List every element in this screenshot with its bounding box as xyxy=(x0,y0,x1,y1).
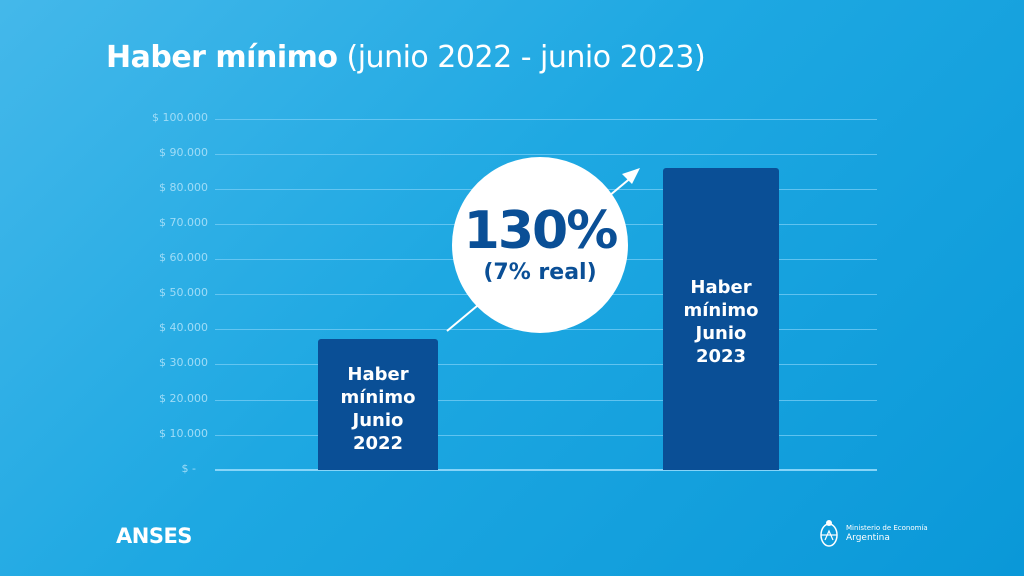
gridline xyxy=(215,154,877,155)
chart-title: Haber mínimo (junio 2022 - junio 2023) xyxy=(106,40,706,75)
y-tick-label: $ 10.000 xyxy=(159,427,208,440)
y-tick-label: $ 80.000 xyxy=(159,181,208,194)
bar-2022: Haber mínimo Junio 2022 xyxy=(318,339,438,470)
y-tick-label: $ 90.000 xyxy=(159,146,208,159)
real-growth: (7% real) xyxy=(483,260,597,285)
y-tick-label: $ 40.000 xyxy=(159,321,208,334)
y-tick-label: $ 30.000 xyxy=(159,356,208,369)
y-tick-label: $ 100.000 xyxy=(152,111,208,124)
y-tick-label: $ 70.000 xyxy=(159,216,208,229)
y-tick-label: $ 60.000 xyxy=(159,251,208,264)
ministerio-logo: Ministerio de Economía Argentina xyxy=(818,518,928,548)
chart-title-range: (junio 2022 - junio 2023) xyxy=(346,40,706,75)
growth-callout: 130% (7% real) xyxy=(452,157,628,333)
x-axis-baseline xyxy=(215,469,877,471)
coat-of-arms-icon xyxy=(820,520,838,547)
gridline xyxy=(215,400,877,401)
bar-2023: Haber mínimo Junio 2023 xyxy=(663,168,779,470)
growth-percent: 130% xyxy=(463,201,619,261)
bar-label: Haber mínimo Junio 2023 xyxy=(683,277,759,367)
gridline xyxy=(215,119,877,120)
anses-logo: ANSES xyxy=(116,524,192,548)
y-tick-label: $ - xyxy=(181,462,196,475)
bar-label: Haber mínimo Junio 2022 xyxy=(340,364,416,454)
gridline xyxy=(215,435,877,436)
gridline xyxy=(215,364,877,365)
y-tick-label: $ 50.000 xyxy=(159,286,208,299)
country-name: Argentina xyxy=(846,532,890,543)
y-tick-label: $ 20.000 xyxy=(159,392,208,405)
ministerio-name: Ministerio de Economía xyxy=(846,523,928,532)
chart-title-bold: Haber mínimo xyxy=(106,40,338,75)
